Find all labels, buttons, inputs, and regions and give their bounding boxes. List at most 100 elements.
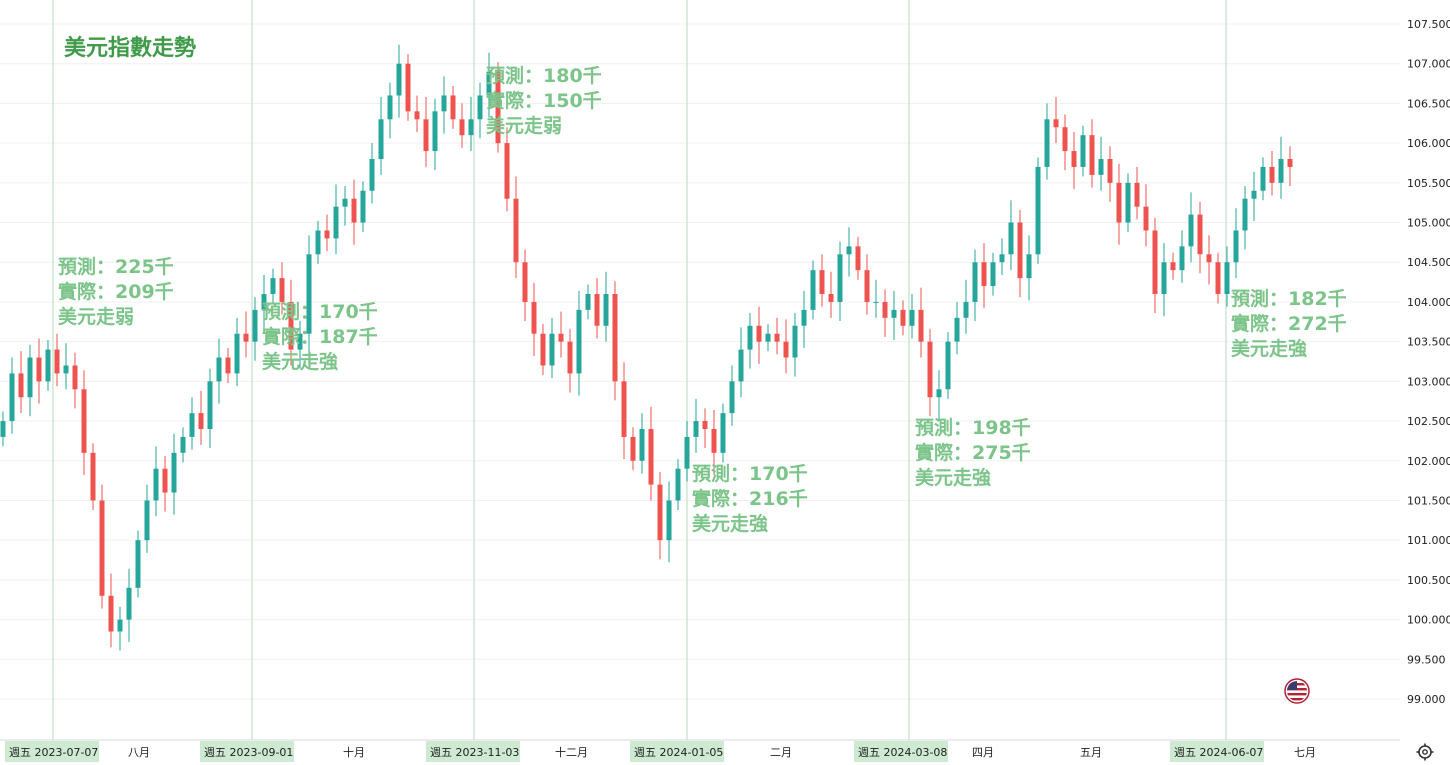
event-note-line: 實際：209千	[58, 280, 174, 303]
candle	[243, 311, 249, 358]
event-note-line: 美元走強	[915, 466, 991, 489]
candle	[378, 97, 384, 175]
candle	[405, 54, 411, 121]
event-date-badge	[630, 741, 724, 762]
event-note-line: 預測：182千	[1231, 287, 1347, 310]
candle	[648, 406, 654, 501]
candle	[513, 176, 519, 279]
candle	[153, 446, 159, 517]
candle	[495, 62, 501, 153]
candle	[1215, 252, 1221, 304]
candle	[729, 365, 735, 426]
candle	[432, 98, 438, 171]
candle	[801, 290, 807, 348]
candle	[414, 95, 420, 132]
candle	[333, 184, 339, 255]
candle	[630, 427, 636, 471]
event-note-line: 美元走強	[1231, 337, 1307, 360]
month-label: 十二月	[555, 745, 588, 759]
candle	[1008, 200, 1014, 271]
candle	[72, 352, 78, 409]
candle	[810, 260, 816, 320]
candle	[963, 279, 969, 334]
candle	[1206, 235, 1212, 285]
event-date-label: 週五 2023-07-07	[9, 746, 98, 759]
event-note-line: 預測：170千	[262, 300, 378, 323]
candle	[288, 279, 294, 366]
candle	[855, 236, 861, 280]
candle	[171, 433, 177, 515]
candle	[486, 52, 492, 118]
candle	[198, 390, 204, 445]
candle	[423, 97, 429, 167]
candle	[531, 282, 537, 356]
candle	[972, 249, 978, 321]
event-date-label: 週五 2023-11-03	[430, 746, 519, 759]
y-tick-label: 102.500	[1407, 415, 1450, 428]
candle	[1269, 151, 1275, 196]
settings-gear-icon[interactable]	[1416, 743, 1434, 761]
y-tick-label: 102.000	[1407, 455, 1450, 468]
candle	[954, 301, 960, 355]
candle	[558, 311, 564, 358]
candle	[1233, 208, 1239, 279]
y-tick-label: 101.000	[1407, 534, 1450, 547]
candle	[1179, 230, 1185, 283]
candle	[738, 327, 744, 398]
candle	[135, 530, 141, 598]
candle	[1143, 184, 1149, 247]
event-note-line: 美元走強	[262, 350, 338, 373]
candle	[1053, 97, 1059, 144]
candle	[1107, 146, 1113, 202]
event-date-badge	[426, 741, 520, 762]
candle	[864, 254, 870, 315]
candle	[1161, 243, 1167, 317]
y-tick-label: 107.000	[1407, 58, 1450, 71]
event-note-line: 美元走弱	[486, 114, 562, 137]
candle	[1116, 163, 1122, 245]
candle	[36, 338, 42, 404]
candle	[522, 249, 528, 321]
candle	[1080, 125, 1086, 177]
candle	[783, 319, 789, 374]
y-tick-label: 103.000	[1407, 375, 1450, 388]
candle	[1071, 132, 1077, 190]
event-date-label: 週五 2023-09-01	[204, 746, 293, 759]
x-axis: 週五 2023-07-07 週五 2023-09-01 週五 2023-11-03 週…	[0, 739, 1400, 762]
candle	[936, 370, 942, 420]
y-tick-label: 107.500	[1407, 18, 1450, 31]
event-date-label: 週五 2024-06-07	[1174, 746, 1263, 759]
candle	[1089, 119, 1095, 188]
candle	[612, 281, 618, 401]
candle	[162, 456, 168, 512]
candle	[657, 471, 663, 560]
candle	[756, 306, 762, 364]
candle	[180, 427, 186, 463]
y-tick-label: 99.000	[1407, 693, 1446, 706]
candle	[1044, 103, 1050, 180]
candle	[792, 313, 798, 377]
month-label: 八月	[128, 746, 150, 759]
candle	[711, 409, 717, 476]
candle	[594, 278, 600, 339]
candle	[819, 254, 825, 307]
candle	[990, 252, 996, 296]
event-note-line: 預測：170千	[692, 462, 808, 485]
candle	[576, 290, 582, 396]
candle	[585, 284, 591, 320]
candle	[837, 241, 843, 321]
candle	[1134, 166, 1140, 220]
y-tick-label: 104.000	[1407, 296, 1450, 309]
candle	[45, 340, 51, 391]
chart-title: 美元指數走勢	[64, 35, 196, 61]
candle	[1278, 136, 1284, 199]
candle	[1035, 157, 1041, 264]
candle	[270, 268, 276, 304]
candle	[342, 186, 348, 226]
candle	[891, 290, 897, 341]
candle	[702, 408, 708, 449]
candle	[396, 44, 402, 118]
candle	[360, 181, 366, 233]
candle	[693, 398, 699, 453]
